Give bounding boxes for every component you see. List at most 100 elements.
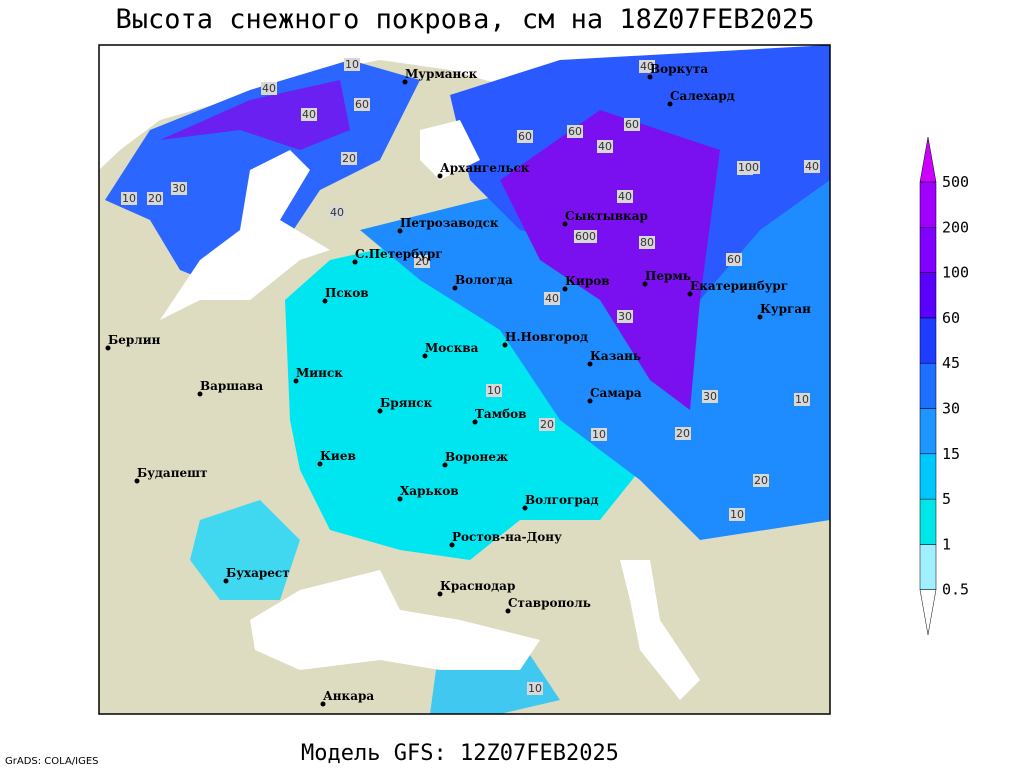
contour-label: 30 xyxy=(172,182,186,195)
contour-label-box xyxy=(354,98,370,111)
contour-label: 30 xyxy=(618,310,632,323)
contour-label-box xyxy=(414,255,430,268)
contour-label: 20 xyxy=(676,427,690,440)
contour-label: 20 xyxy=(148,192,162,205)
snow-area xyxy=(500,110,720,410)
city-label: Будапешт xyxy=(137,466,207,480)
city-label: Воронеж xyxy=(445,450,508,464)
city-label: Петрозаводск xyxy=(400,216,499,230)
contour-label-box xyxy=(591,428,607,441)
city-label: Курган xyxy=(760,302,811,316)
contour-label-box xyxy=(737,161,760,174)
contour-label-box xyxy=(301,108,317,121)
contour-label-box xyxy=(804,160,820,173)
city-label: Киев xyxy=(320,449,356,463)
city-label: Салехард xyxy=(670,89,735,103)
city-dot xyxy=(437,173,443,179)
colorbar-top xyxy=(919,136,937,183)
credit: GrADS: COLA/IGES xyxy=(5,756,99,767)
city-dot xyxy=(562,286,568,292)
contour-label-box xyxy=(617,310,633,323)
city-label: Харьков xyxy=(400,484,459,498)
colorbar-segment xyxy=(919,498,937,545)
colorbar-segment xyxy=(919,227,937,273)
contour-label-box xyxy=(261,82,277,95)
city-label: Киров xyxy=(565,274,610,288)
city-dot xyxy=(505,608,511,614)
contour-label: 40 xyxy=(598,140,612,153)
contour-label-box xyxy=(597,140,613,153)
city-label: Варшава xyxy=(200,379,263,393)
city-label: Пермь xyxy=(645,269,691,283)
contour-label: 60 xyxy=(355,98,369,111)
contour-label-box xyxy=(702,390,718,403)
contour-label: 60 xyxy=(625,118,639,131)
contour-label: 40 xyxy=(545,292,559,305)
city-dot xyxy=(647,74,653,80)
map-frame xyxy=(98,44,831,715)
snow-area xyxy=(285,240,640,560)
city-dot xyxy=(502,342,508,348)
colorbar-label: 500 xyxy=(942,173,969,191)
colorbar-segment xyxy=(919,362,937,409)
contour-label-box xyxy=(675,427,691,440)
colorbar-label: 15 xyxy=(942,445,960,463)
city-label: Сыктывкар xyxy=(565,209,648,223)
contour-label-box xyxy=(329,206,345,219)
city-label: Мурманск xyxy=(405,67,478,81)
contour-label-box xyxy=(147,192,163,205)
city-label: Минск xyxy=(296,366,343,380)
contour-label-box xyxy=(486,384,502,397)
city-dot xyxy=(223,578,229,584)
city-dot xyxy=(757,314,763,320)
city-dot xyxy=(449,542,455,548)
city-dot xyxy=(452,285,458,291)
contour-label-box xyxy=(794,393,810,406)
city-dot xyxy=(320,701,326,707)
contour-label: 40 xyxy=(262,82,276,95)
colorbar-label: 60 xyxy=(942,309,960,327)
contour-label: 40 xyxy=(618,190,632,203)
city-label: Краснодар xyxy=(440,579,515,593)
contour-label: 10 xyxy=(487,384,501,397)
city-label: Анкара xyxy=(323,689,374,703)
city-dot xyxy=(587,398,593,404)
contour-label: 100 xyxy=(738,161,759,174)
title: Высота снежного покрова, см на 18Z07FEB2… xyxy=(116,4,815,35)
contour-label: 600 xyxy=(575,230,596,243)
city-label: Бухарест xyxy=(226,566,290,580)
city-dot xyxy=(442,462,448,468)
city-dot xyxy=(667,101,673,107)
city-label: Тамбов xyxy=(475,407,526,421)
contour-label-box xyxy=(344,58,360,71)
colorbar-label: 100 xyxy=(942,264,969,282)
contour-label: 10 xyxy=(795,393,809,406)
city-label: Воркута xyxy=(650,62,708,76)
colorbar-bottom xyxy=(919,589,937,635)
city-label: Архангельск xyxy=(440,161,530,175)
city-dot xyxy=(322,298,328,304)
contour-label: 40 xyxy=(640,60,654,73)
city-label: Н.Новгород xyxy=(505,330,588,344)
city-label: Ставрополь xyxy=(508,596,591,610)
contour-label: 80 xyxy=(640,236,654,249)
contour-label: 10 xyxy=(345,58,359,71)
colorbar-label: 200 xyxy=(942,218,969,236)
city-dot xyxy=(293,378,299,384)
contour-label-box xyxy=(171,182,187,195)
contour-label: 10 xyxy=(592,428,606,441)
contour-label-box xyxy=(121,192,137,205)
contour-label: 20 xyxy=(415,255,429,268)
baltic-sea xyxy=(160,150,330,320)
contour-label-box xyxy=(539,418,555,431)
contour-label: 10 xyxy=(528,682,542,695)
city-label: Казань xyxy=(590,349,641,363)
contour-label: 20 xyxy=(540,418,554,431)
contour-label-box xyxy=(517,130,533,143)
colorbar-segment xyxy=(919,272,937,319)
city-label: Москва xyxy=(425,341,479,355)
map xyxy=(98,44,831,715)
city-dot xyxy=(105,345,111,351)
colorbar-segment xyxy=(919,544,937,590)
contour-label: 40 xyxy=(330,206,344,219)
